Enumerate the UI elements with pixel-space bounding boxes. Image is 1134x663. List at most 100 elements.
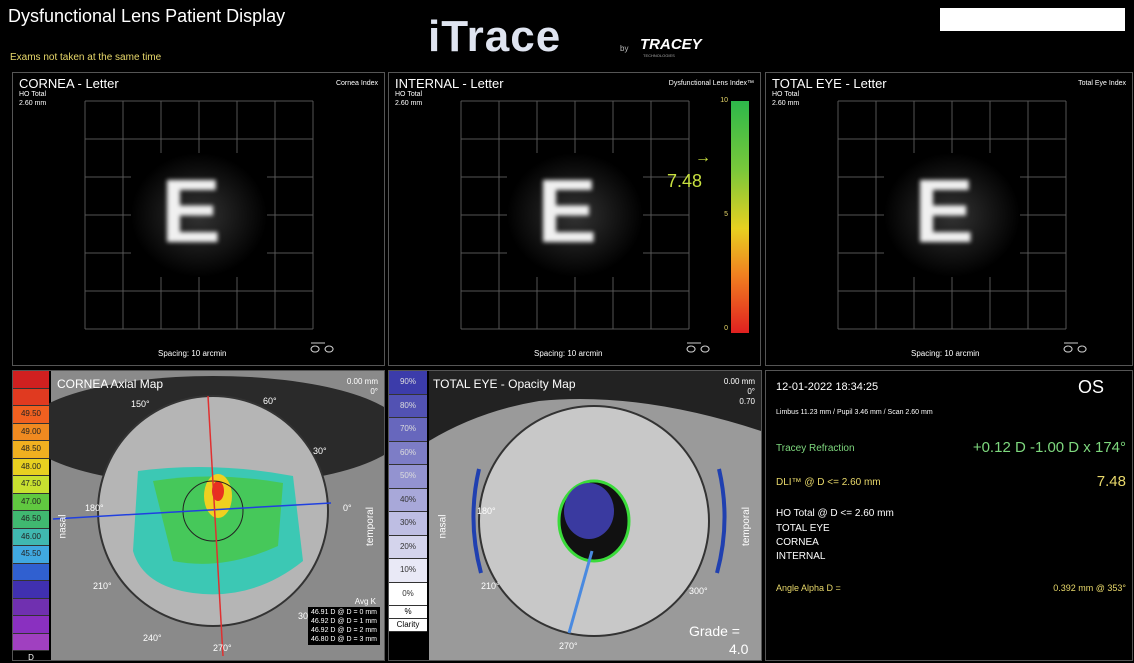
ho-label: HO Total @ D <= 2.60 mm: [776, 508, 894, 519]
scale-cell: 48.50: [13, 441, 49, 459]
scale-cell: 90%: [389, 371, 427, 395]
scale-unit: %: [389, 606, 427, 619]
info-panel: 12-01-2022 18:34:25 OS Limbus 11.23 mm /…: [765, 370, 1133, 661]
degree-label: 180°: [477, 506, 496, 516]
offset: 0.00 mm: [724, 377, 755, 386]
ho-total: HO Total: [772, 91, 799, 98]
dli-label: DLI™ @ D <= 2.60 mm: [776, 477, 881, 488]
nasal: nasal: [437, 515, 448, 539]
degree-label: 60°: [263, 396, 277, 406]
dli-value: 7.48: [667, 171, 702, 192]
scale-cell: 0%: [389, 583, 427, 607]
scale-cell: [13, 634, 49, 652]
avg-k: 46.92 D @ D = 2 mm: [311, 626, 377, 635]
panel-title: CORNEA - Letter: [19, 76, 119, 91]
letter-panel: INTERNAL - Letter Dysfunctional Lens Inde…: [388, 72, 761, 366]
scale-tick: 5: [724, 211, 728, 218]
scale-cell: 45.50: [13, 546, 49, 564]
avg-k: 46.91 D @ D = 0 mm: [311, 608, 377, 617]
spacing: Spacing: 10 arcmin: [534, 349, 602, 358]
ho-total: HO Total: [395, 91, 422, 98]
scale-cell: 47.00: [13, 494, 49, 512]
size: 2.60 mm: [772, 100, 799, 107]
ho-row-label: INTERNAL: [776, 551, 825, 562]
avg-k: 46.80 D @ D = 3 mm: [311, 635, 377, 644]
spacing: Spacing: 10 arcmin: [911, 349, 979, 358]
scale-cell: 80%: [389, 395, 427, 419]
avg-k-label: Avg K: [355, 597, 376, 606]
panel-index: Dysfunctional Lens Index™: [669, 80, 754, 87]
letter: E: [161, 161, 221, 264]
scale-unit: D: [13, 651, 49, 661]
scale-cell: [13, 389, 49, 407]
degree-label: 240°: [143, 633, 162, 643]
grade-label: Grade =: [689, 623, 740, 639]
letter: E: [537, 161, 597, 264]
nasal: nasal: [57, 515, 68, 539]
app-title: Dysfunctional Lens Patient Display: [8, 6, 285, 27]
brand: TRACEY: [640, 36, 702, 53]
degree-label: 300°: [689, 586, 708, 596]
degree-label: 180°: [85, 503, 104, 513]
letter-panel: TOTAL EYE - LetterTotal Eye IndexHO Tota…: [765, 72, 1133, 366]
scale-cell: [13, 616, 49, 634]
refraction-label: Tracey Refraction: [776, 443, 855, 454]
scale-cell: 48.00: [13, 459, 49, 477]
degree-label: 210°: [93, 581, 112, 591]
ho-row-label: TOTAL EYE: [776, 523, 830, 534]
scale-cell: 60%: [389, 442, 427, 466]
scale-cell: 70%: [389, 418, 427, 442]
spacing: Spacing: 10 arcmin: [158, 349, 226, 358]
size: 2.60 mm: [395, 100, 422, 107]
panel-title: INTERNAL - Letter: [395, 76, 504, 91]
scale-cell: 47.50: [13, 476, 49, 494]
dli: 7.48: [1097, 473, 1126, 490]
scale-cell: 46.50: [13, 511, 49, 529]
scale-cell: 10%: [389, 559, 427, 583]
angle: 0°: [370, 387, 378, 396]
degree-label: 270°: [213, 643, 232, 653]
offset: 0.00 mm: [347, 377, 378, 386]
scale-tick: 0: [724, 325, 728, 332]
axial-title: CORNEA Axial Map: [57, 377, 163, 391]
degree-label: 270°: [559, 641, 578, 651]
redaction: [940, 8, 1125, 31]
ho-total: HO Total: [19, 91, 46, 98]
scale-cell: [13, 564, 49, 582]
scale-cell: 49.50: [13, 406, 49, 424]
datetime: 12-01-2022 18:34:25: [776, 381, 878, 393]
logo-by: by: [620, 44, 628, 53]
scale-cell: [13, 581, 49, 599]
grade: 4.0: [729, 641, 748, 657]
degree-label: 0°: [343, 503, 352, 513]
letter-panel: CORNEA - Letter Cornea Index HO Total 2.60 …: [12, 72, 385, 366]
scale-bar: [731, 101, 749, 333]
panel-title: TOTAL EYE - Letter: [772, 76, 887, 91]
avg-k: 46.92 D @ D = 1 mm: [311, 617, 377, 626]
degree-label: 30°: [313, 446, 327, 456]
scale-cell: 49.00: [13, 424, 49, 442]
degree-label: 210°: [481, 581, 500, 591]
panel-index: Cornea Index: [336, 80, 378, 87]
brand-sub: TECHNOLOGIES: [643, 53, 675, 58]
screen: Dysfunctional Lens Patient Display Exams…: [0, 0, 1134, 663]
scale-cell: 40%: [389, 489, 427, 513]
exam-note: Exams not taken at the same time: [10, 52, 161, 63]
degree-label: 150°: [131, 399, 150, 409]
measures: Limbus 11.23 mm / Pupil 3.46 mm / Scan 2…: [776, 409, 933, 416]
scale-tick: 10: [720, 97, 728, 104]
scale-cell: 20%: [389, 536, 427, 560]
radius: 0.70: [739, 397, 755, 406]
scale-cell: 50%: [389, 465, 427, 489]
scale-unit-label: Clarity: [389, 619, 427, 632]
angle: 0°: [747, 387, 755, 396]
temporal: temporal: [365, 507, 376, 546]
opacity-title: TOTAL EYE - Opacity Map: [433, 377, 576, 391]
logo: iTrace: [428, 12, 561, 62]
scale-cell: [13, 371, 49, 389]
refraction: +0.12 D -1.00 D x 174°: [973, 439, 1126, 456]
size: 2.60 mm: [19, 100, 46, 107]
alpha: 0.392 mm @ 353°: [1053, 583, 1126, 593]
scale-cell: 46.00: [13, 529, 49, 547]
